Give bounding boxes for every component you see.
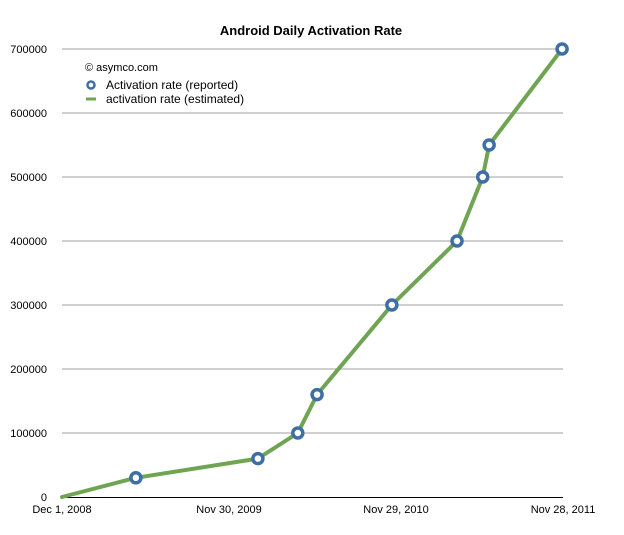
y-tick-label: 700000 (10, 44, 47, 56)
y-tick-label: 400000 (10, 236, 47, 248)
y-axis: 0 100000 200000 300000 400000 500000 600000 700… (10, 44, 47, 504)
reported-point (482, 138, 496, 152)
y-tick-label: 300000 (10, 300, 47, 312)
legend: © asymco.com Activation rate (reported) … (85, 62, 244, 106)
x-tick-label: Nov 28, 2011 (531, 504, 596, 516)
reported-point (385, 298, 399, 312)
reported-point (291, 426, 305, 440)
estimated-series (60, 47, 565, 499)
chart-title: Android Daily Activation Rate (220, 23, 402, 38)
reported-point (129, 471, 143, 485)
x-tick-label: Nov 29, 2010 (363, 504, 428, 516)
reported-point (555, 42, 569, 56)
y-tick-label: 500000 (10, 172, 47, 184)
x-tick-label: Nov 30, 2009 (196, 504, 261, 516)
copyright-annotation: © asymco.com (85, 62, 158, 74)
legend-label-estimated: activation rate (estimated) (106, 92, 244, 106)
y-tick-label: 100000 (10, 428, 47, 440)
legend-label-reported: Activation rate (reported) (106, 78, 238, 92)
x-axis: Dec 1, 2008 Nov 30, 2009 Nov 29, 2010 Nov 2… (32, 504, 595, 516)
legend-marker-reported (86, 80, 96, 90)
x-tick-label: Dec 1, 2008 (32, 504, 91, 516)
reported-point (450, 234, 464, 248)
reported-series (129, 42, 569, 485)
reported-point (475, 170, 490, 184)
reported-point (251, 451, 265, 466)
y-tick-label: 200000 (10, 364, 47, 376)
gridlines (62, 48, 563, 434)
y-tick-label: 600000 (10, 108, 47, 120)
reported-point (310, 387, 324, 402)
y-tick-label: 0 (41, 492, 47, 504)
estimated-line (60, 47, 565, 499)
